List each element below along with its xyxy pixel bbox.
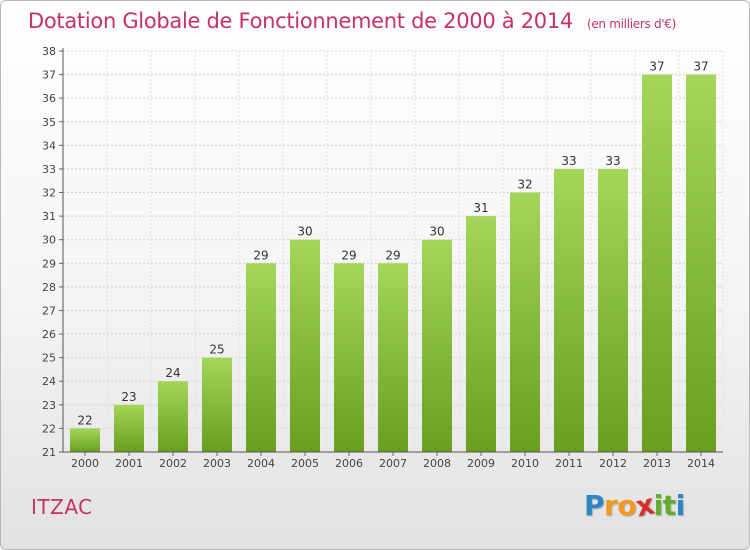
y-tick-label: 21 [42,446,56,459]
logo-letter: P [584,489,605,522]
y-tick-label: 26 [42,328,56,341]
y-tick-label: 28 [42,281,56,294]
x-tick-label: 2002 [159,457,187,470]
x-tick-label: 2011 [555,457,583,470]
y-tick-label: 36 [42,92,56,105]
x-tick-label: 2009 [467,457,495,470]
data-label: 37 [649,60,664,74]
y-tick-label: 25 [42,352,56,365]
y-tick-label: 37 [42,69,56,82]
bar [510,192,540,452]
x-tick-label: 2012 [599,457,627,470]
data-label: 30 [297,225,312,239]
bar [686,74,716,453]
chart-title: Dotation Globale de Fonctionnement de 20… [28,9,676,33]
y-tick-label: 22 [42,422,56,435]
y-tick-label: 35 [42,116,56,129]
axes: 21 22 23 24 25 26 27 28 29 30 31 32 33 34 35 36 37 38 2000… [42,45,723,470]
logo-letter: i [653,489,664,522]
bar [598,168,628,453]
x-tick-label: 2005 [291,457,319,470]
bar [378,263,408,452]
y-tick-label: 38 [42,45,56,58]
bar [246,263,276,452]
x-tick-label: 2014 [687,457,715,470]
data-label: 37 [693,60,708,74]
x-tick-label: 2006 [335,457,363,470]
bar [290,239,320,452]
data-label: 29 [341,248,356,262]
data-label: 33 [561,154,576,168]
x-tick-label: 2008 [423,457,451,470]
data-label: 22 [77,413,92,427]
y-tick-label: 29 [42,257,56,270]
y-tick-label: 31 [42,210,56,223]
y-tick-label: 32 [42,187,56,200]
y-tick-label: 34 [42,139,56,152]
bar [114,404,144,452]
logo-letter: r [604,489,618,522]
logo-letter: o [617,489,637,522]
data-label: 29 [385,248,400,262]
data-label: 29 [253,248,268,262]
bars: 22 23 24 25 29 30 29 29 30 31 32 33 33 37 37 [70,60,716,453]
x-tick-label: 2013 [643,457,671,470]
y-tick-label: 27 [42,304,56,317]
bar [554,168,584,453]
x-tick-label: 2004 [247,457,275,470]
bar [422,239,452,452]
bar [158,381,188,452]
data-label: 31 [473,201,488,215]
proxiti-logo: Proxiti [584,488,686,524]
bar [642,74,672,453]
bar [202,357,232,452]
bar [334,263,364,452]
x-tick-label: 2000 [71,457,99,470]
unit-note: (en milliers d'€) [586,17,676,31]
data-label: 25 [209,343,224,357]
x-tick-label: 2007 [379,457,407,470]
data-label: 23 [121,390,136,404]
y-tick-label: 23 [42,399,56,412]
data-label: 32 [517,178,532,192]
data-label: 30 [429,225,444,239]
data-label: 33 [605,154,620,168]
logo-letter: i [675,489,686,522]
y-tick-label: 24 [42,375,56,388]
chart-title-text: Dotation Globale de Fonctionnement de 20… [28,9,573,33]
logo-letter: t [662,489,676,522]
y-tick-label: 33 [42,163,56,176]
x-tick-label: 2001 [115,457,143,470]
x-tick-label: 2010 [511,457,539,470]
x-tick-label: 2003 [203,457,231,470]
data-label: 24 [165,366,180,380]
bar [70,428,100,452]
y-tick-label: 30 [42,234,56,247]
bar [466,216,496,452]
commune-name: ITZAC [31,495,93,519]
